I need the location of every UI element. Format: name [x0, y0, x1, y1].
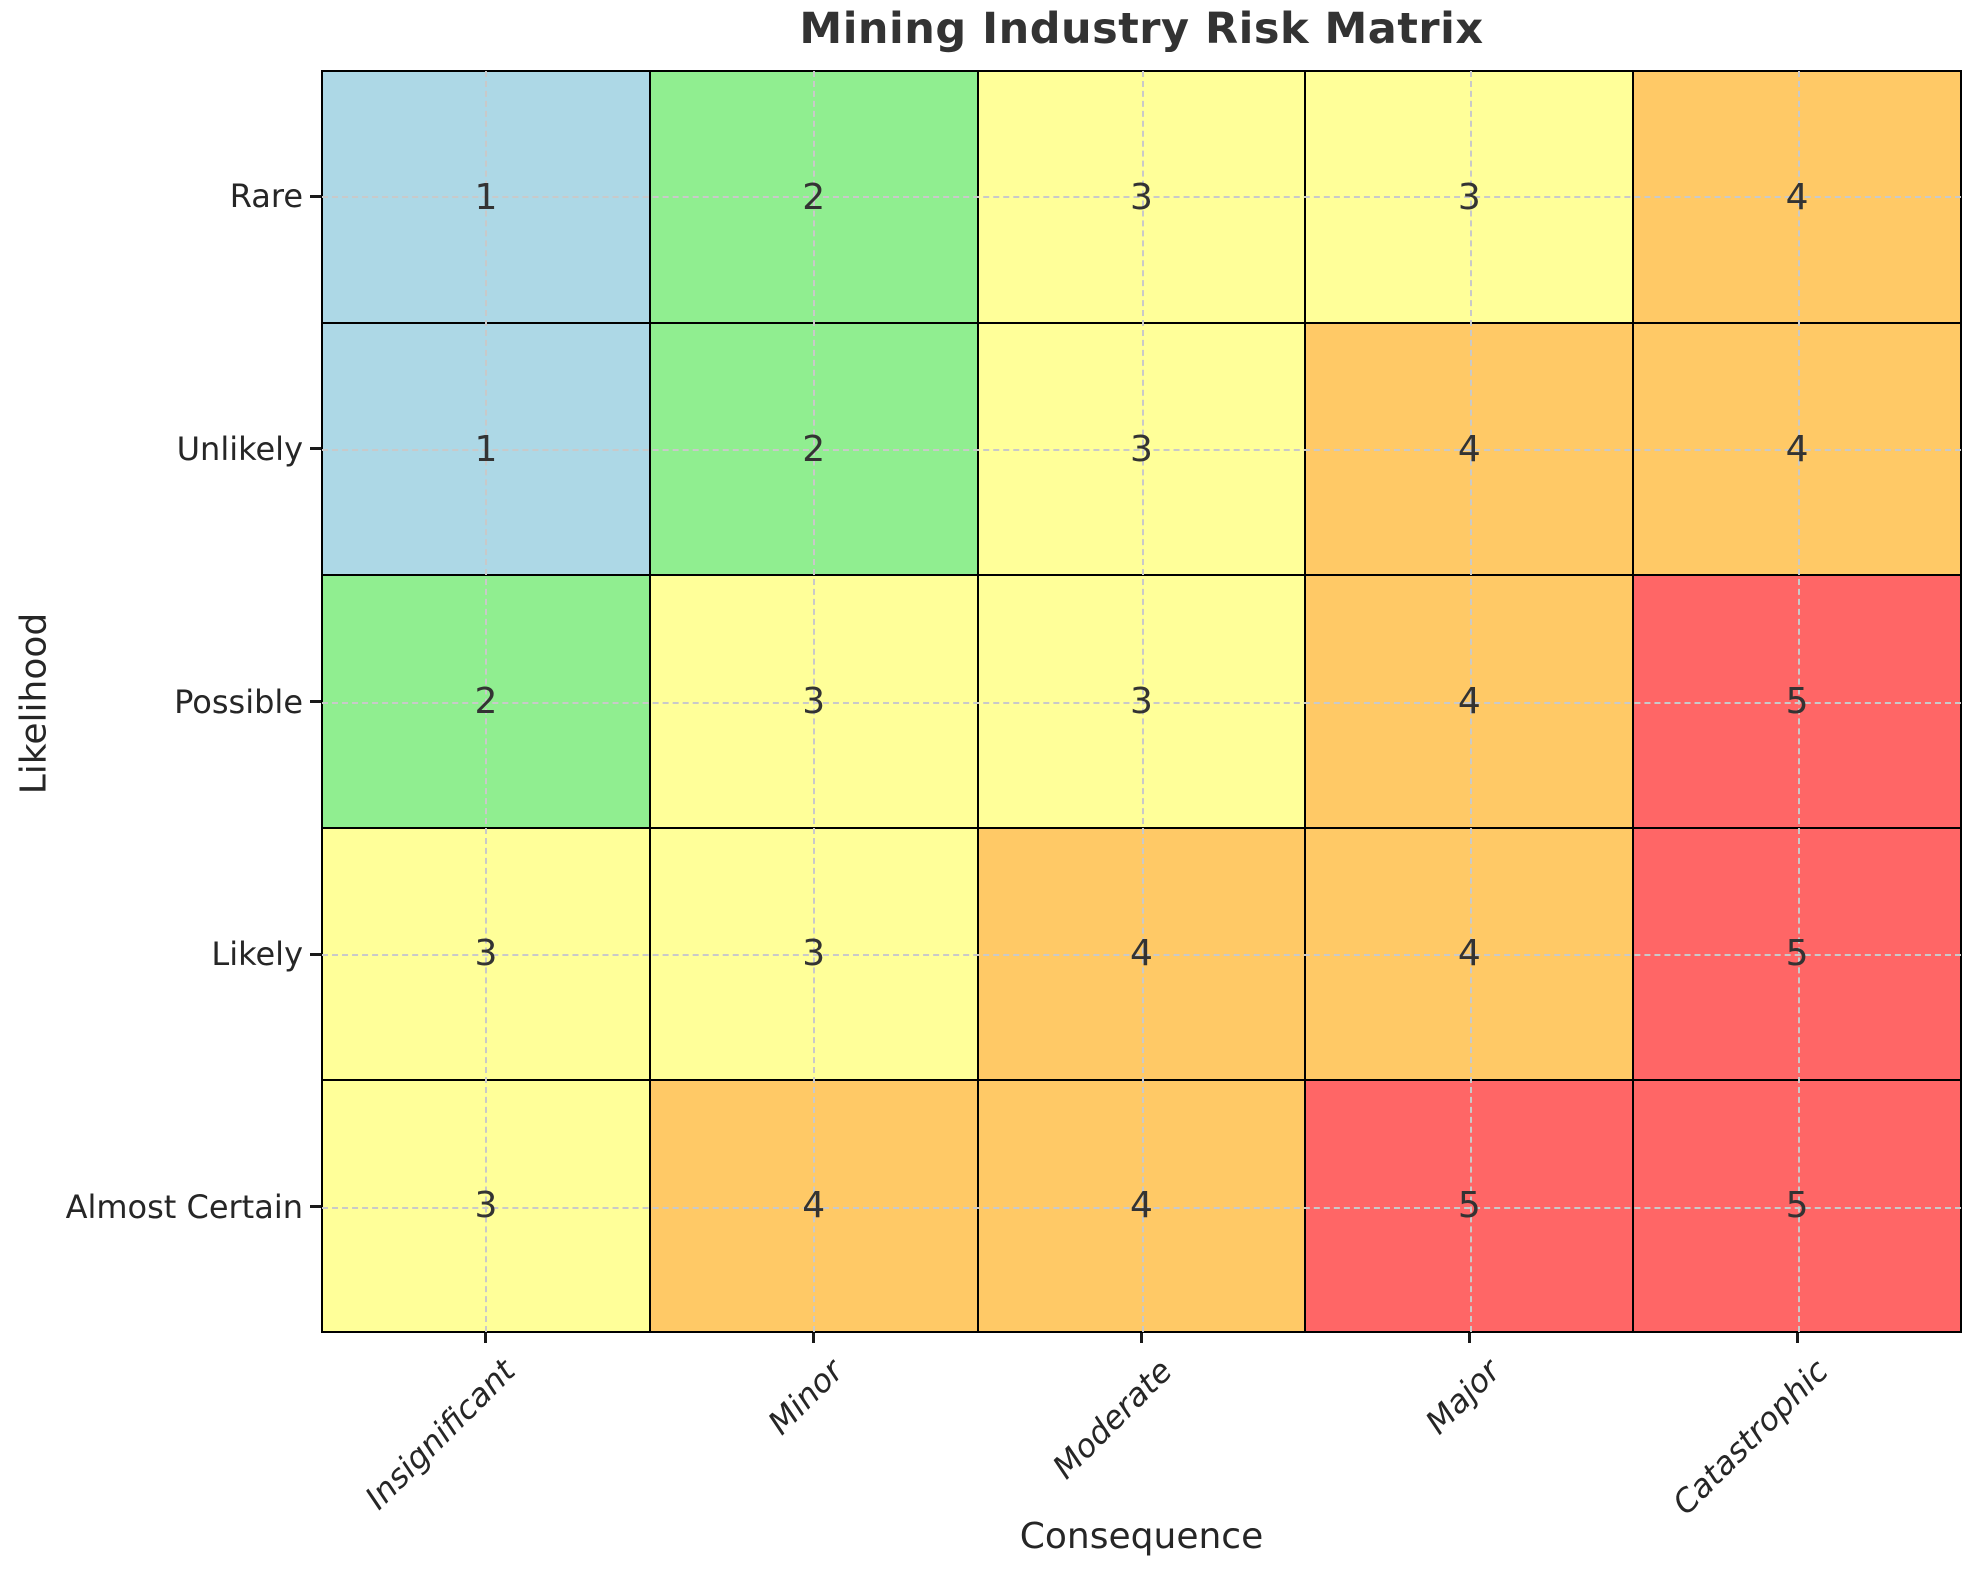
cell-value: 4 — [802, 1185, 826, 1227]
y-tick-mark — [310, 700, 321, 703]
y-tick-label-likely: Likely — [211, 935, 303, 974]
cell-value: 2 — [474, 680, 498, 722]
cell-value: 1 — [474, 176, 498, 218]
cell-value: 4 — [1457, 428, 1481, 470]
y-tick-mark — [310, 447, 321, 451]
matrix-cells: 1 2 3 3 4 1 2 3 4 4 2 3 3 4 5 3 3 4 4 5 3 4 4 5 5 — [322, 71, 1961, 1332]
matrix-cell-possible-minor: 3 — [649, 575, 978, 828]
cell-value: 3 — [1130, 428, 1153, 470]
cell-value: 4 — [1130, 1185, 1153, 1227]
matrix-cell-rare-catastrophic: 4 — [1633, 71, 1961, 324]
cell-value: 3 — [1457, 176, 1481, 218]
matrix-plot-area: 1 2 3 3 4 1 2 3 4 4 2 3 3 4 5 3 3 4 4 5 3 4 4 5 5 — [321, 70, 1962, 1333]
cell-value: 1 — [474, 428, 498, 470]
cell-value: 3 — [474, 933, 498, 975]
cell-value: 4 — [1785, 428, 1809, 470]
cell-value: 3 — [1130, 680, 1153, 722]
matrix-cell-rare-moderate: 3 — [977, 71, 1306, 324]
matrix-cell-possible-catastrophic: 5 — [1633, 575, 1961, 828]
matrix-cell-almost-certain-insignificant: 3 — [322, 1079, 650, 1332]
matrix-cell-possible-insignificant: 2 — [322, 575, 650, 828]
cell-value: 4 — [1457, 933, 1481, 975]
matrix-cell-unlikely-catastrophic: 4 — [1633, 323, 1961, 576]
matrix-cell-almost-certain-minor: 4 — [649, 1079, 978, 1332]
matrix-cell-likely-major: 4 — [1305, 827, 1634, 1080]
x-tick-mark — [1140, 1333, 1143, 1343]
cell-value: 4 — [1130, 933, 1153, 975]
cell-value: 5 — [1785, 1185, 1809, 1227]
matrix-cell-rare-insignificant: 1 — [322, 71, 650, 324]
y-tick-label-possible: Possible — [174, 682, 303, 721]
cell-value: 5 — [1785, 680, 1809, 722]
cell-value: 4 — [1457, 680, 1481, 722]
chart-title: Mining Industry Risk Matrix — [799, 4, 1484, 54]
matrix-cell-possible-moderate: 3 — [977, 575, 1306, 828]
matrix-cell-almost-certain-major: 5 — [1305, 1079, 1634, 1332]
matrix-cell-likely-catastrophic: 5 — [1633, 827, 1961, 1080]
cell-value: 2 — [802, 176, 826, 218]
matrix-cell-rare-minor: 2 — [649, 71, 978, 324]
matrix-cell-rare-major: 3 — [1305, 71, 1634, 324]
cell-value: 3 — [802, 933, 826, 975]
matrix-cell-likely-insignificant: 3 — [322, 827, 650, 1080]
x-tick-mark — [483, 1333, 487, 1343]
y-tick-label-unlikely: Unlikely — [176, 429, 303, 468]
matrix-cell-unlikely-minor: 2 — [649, 323, 978, 576]
matrix-cell-possible-major: 4 — [1305, 575, 1634, 828]
x-tick-mark — [811, 1333, 815, 1343]
y-tick-label-almost-certain: Almost Certain — [65, 1187, 303, 1226]
matrix-cell-almost-certain-catastrophic: 5 — [1633, 1079, 1961, 1332]
x-tick-mark — [1468, 1333, 1472, 1343]
matrix-cell-unlikely-major: 4 — [1305, 323, 1634, 576]
y-tick-label-rare: Rare — [229, 177, 303, 216]
cell-value: 3 — [1130, 176, 1153, 218]
cell-value: 5 — [1785, 933, 1809, 975]
matrix-cell-unlikely-insignificant: 1 — [322, 323, 650, 576]
matrix-cell-likely-moderate: 4 — [977, 827, 1306, 1080]
cell-value: 5 — [1457, 1185, 1481, 1227]
cell-value: 3 — [802, 680, 826, 722]
matrix-cell-likely-minor: 3 — [649, 827, 978, 1080]
cell-value: 2 — [802, 428, 826, 470]
matrix-cell-unlikely-moderate: 3 — [977, 323, 1306, 576]
y-tick-mark — [310, 952, 321, 956]
x-axis-title: Consequence — [1019, 1516, 1264, 1557]
y-tick-mark — [310, 1205, 321, 1209]
cell-value: 3 — [474, 1185, 498, 1227]
matrix-cell-almost-certain-moderate: 4 — [977, 1079, 1306, 1332]
y-tick-mark — [310, 194, 321, 198]
x-tick-mark — [1796, 1333, 1800, 1343]
cell-value: 4 — [1785, 176, 1809, 218]
